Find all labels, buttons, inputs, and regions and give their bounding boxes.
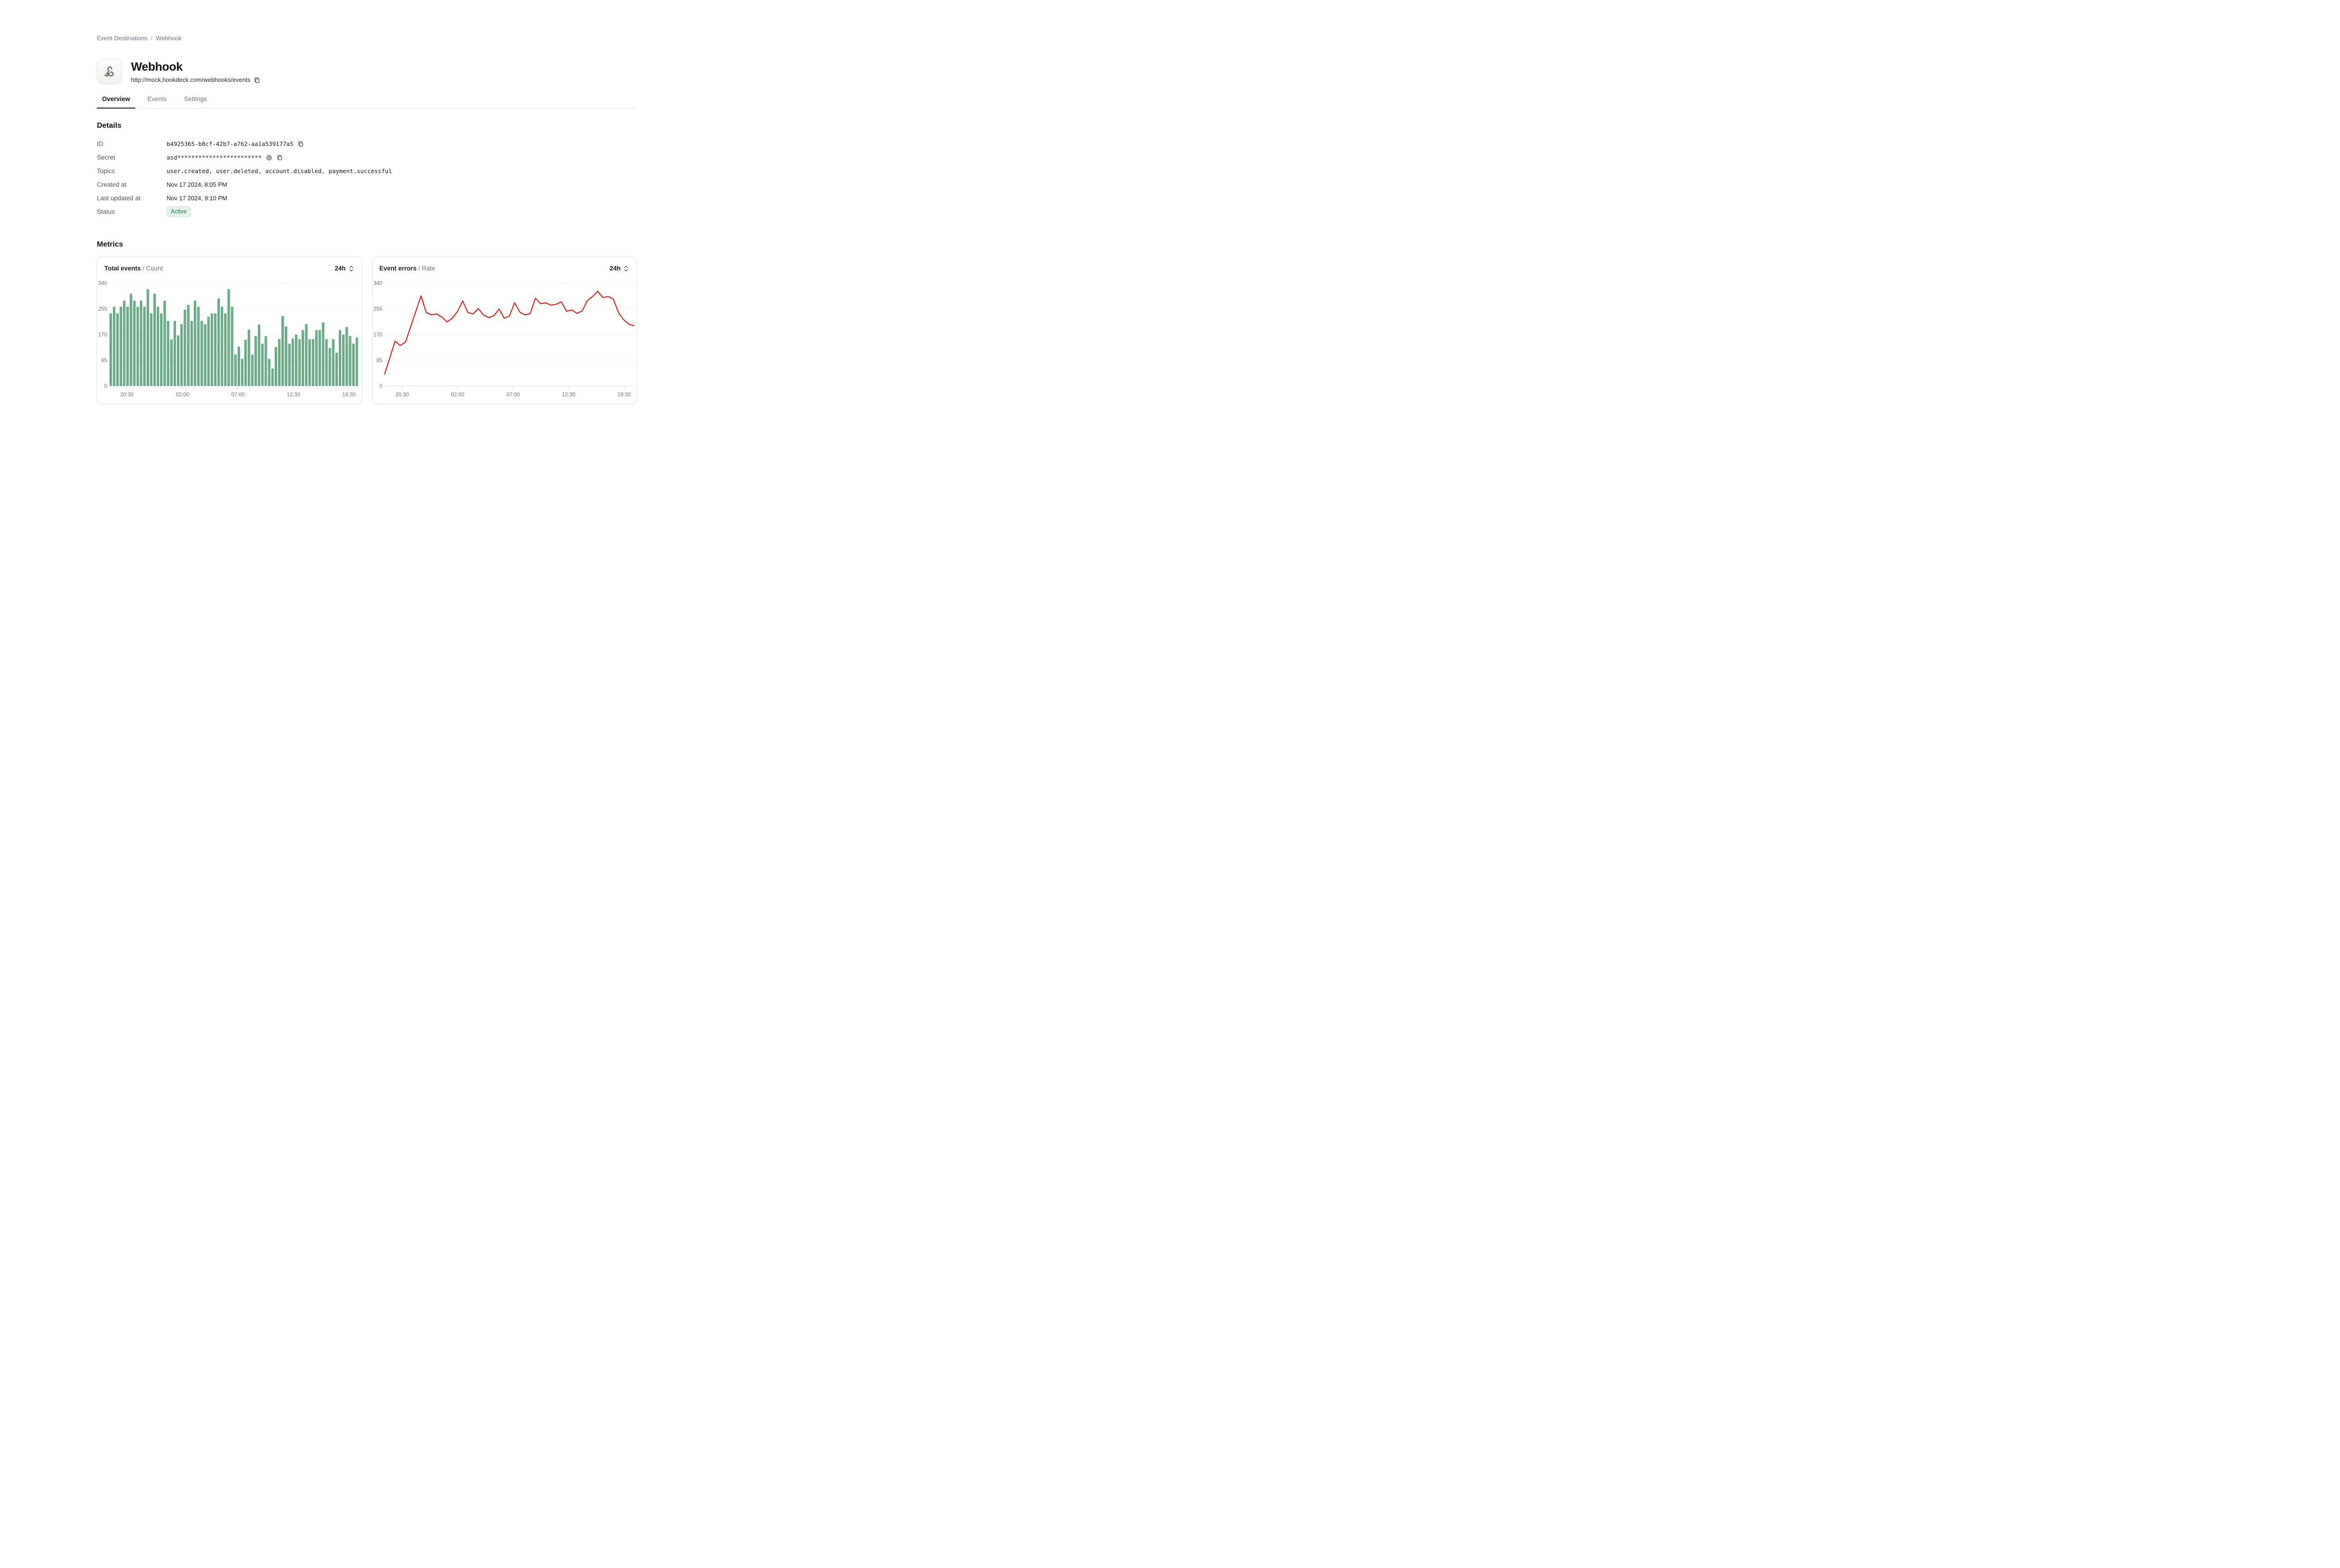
copy-icon (298, 141, 303, 147)
total-events-chart-card: Total events / Count 24h 0 85 170 255 340 20:… (97, 256, 362, 404)
breadcrumb-webhook[interactable]: Webhook (156, 35, 182, 42)
svg-text:02:00: 02:00 (176, 392, 190, 398)
svg-text:170: 170 (373, 332, 382, 338)
svg-text:02:00: 02:00 (451, 392, 464, 398)
svg-text:85: 85 (376, 358, 382, 364)
webhook-url: http://mock.hookdeck.com/webhooks/events (131, 76, 251, 83)
svg-text:170: 170 (98, 332, 107, 338)
created-at-label: Created at (97, 181, 127, 188)
svg-text:255: 255 (98, 306, 107, 312)
webhook-icon (97, 59, 122, 84)
last-updated-at-value: Nov 17 2024, 9:10 PM (167, 195, 227, 202)
chevron-up-down-icon (624, 265, 628, 271)
created-at-value: Nov 17 2024, 8:05 PM (167, 181, 227, 188)
svg-text:85: 85 (101, 358, 107, 364)
topics-label: Topics (97, 168, 115, 175)
copy-icon (278, 155, 282, 160)
breadcrumb-separator: / (151, 35, 153, 42)
svg-text:07:00: 07:00 (506, 392, 520, 398)
metrics-section: Metrics Total events / Count 24h (97, 241, 637, 404)
svg-text:12:30: 12:30 (287, 392, 300, 398)
range-selector[interactable]: 24h (610, 265, 629, 272)
tab-bar: Overview Events Settings (97, 95, 637, 109)
copy-secret-button[interactable] (277, 154, 283, 160)
detail-row-created-at: Created at Nov 17 2024, 8:05 PM (97, 178, 637, 191)
svg-text:255: 255 (373, 306, 382, 312)
copy-id-button[interactable] (298, 141, 304, 147)
reveal-secret-button[interactable] (266, 154, 272, 161)
chevron-up-down-icon (349, 265, 353, 271)
status-label: Status (97, 208, 115, 215)
page: Event Destinations / Webhook Webhook htt… (97, 0, 637, 404)
status-badge: Active (167, 206, 191, 218)
topics-value: user.created, user.deleted, account.disa… (167, 168, 392, 175)
svg-text:340: 340 (373, 281, 382, 286)
tab-settings[interactable]: Settings (179, 95, 212, 108)
detail-row-last-updated-at: Last updated at Nov 17 2024, 9:10 PM (97, 191, 637, 205)
event-errors-line-chart: 0 85 170 255 340 20:30 02:00 07:00 12:30 19:30 (373, 281, 635, 398)
page-title: Webhook (131, 60, 183, 73)
breadcrumb-event-destinations[interactable]: Event Destinations (97, 35, 148, 42)
id-value: b4925365-b8cf-42b7-a762-aa1a539177a5 (167, 140, 293, 147)
detail-row-status: Status Active (97, 205, 637, 219)
svg-text:20:30: 20:30 (120, 392, 134, 398)
svg-text:20:30: 20:30 (395, 392, 409, 398)
breadcrumb: Event Destinations / Webhook (97, 35, 637, 42)
svg-text:07:00: 07:00 (231, 392, 245, 398)
svg-text:19:30: 19:30 (342, 392, 356, 398)
eye-icon (266, 154, 272, 160)
chart-title: Event errors / Rate (379, 265, 435, 272)
detail-row-secret: Secret asd************************ (97, 151, 637, 164)
entity-header: Webhook http://mock.hookdeck.com/webhook… (97, 59, 637, 84)
secret-value: asd************************ (167, 154, 262, 161)
total-events-bar-chart: 0 85 170 255 340 20:30 02:00 07:00 12:30 19:30 (98, 281, 359, 398)
metrics-heading: Metrics (97, 241, 124, 248)
secret-label: Secret (97, 154, 116, 161)
copy-url-button[interactable] (254, 77, 260, 83)
detail-row-id: ID b4925365-b8cf-42b7-a762-aa1a539177a5 (97, 137, 637, 151)
detail-row-topics: Topics user.created, user.deleted, accou… (97, 164, 637, 178)
range-selector[interactable]: 24h (335, 265, 354, 272)
tab-overview[interactable]: Overview (97, 95, 136, 109)
tab-events[interactable]: Events (142, 95, 172, 108)
svg-text:0: 0 (379, 384, 382, 389)
copy-icon (255, 77, 260, 83)
last-updated-at-label: Last updated at (97, 195, 141, 202)
details-heading: Details (97, 122, 122, 130)
svg-text:19:30: 19:30 (617, 392, 631, 398)
details-section: Details ID b4925365-b8cf-42b7-a762-aa1a5… (97, 122, 637, 219)
event-errors-chart-card: Event errors / Rate 24h 0 85 170 255 340 20:3… (372, 256, 637, 404)
svg-text:340: 340 (98, 281, 107, 286)
id-label: ID (97, 140, 103, 147)
svg-text:0: 0 (104, 384, 107, 389)
svg-text:12:30: 12:30 (562, 392, 575, 398)
chart-title: Total events / Count (104, 265, 163, 272)
